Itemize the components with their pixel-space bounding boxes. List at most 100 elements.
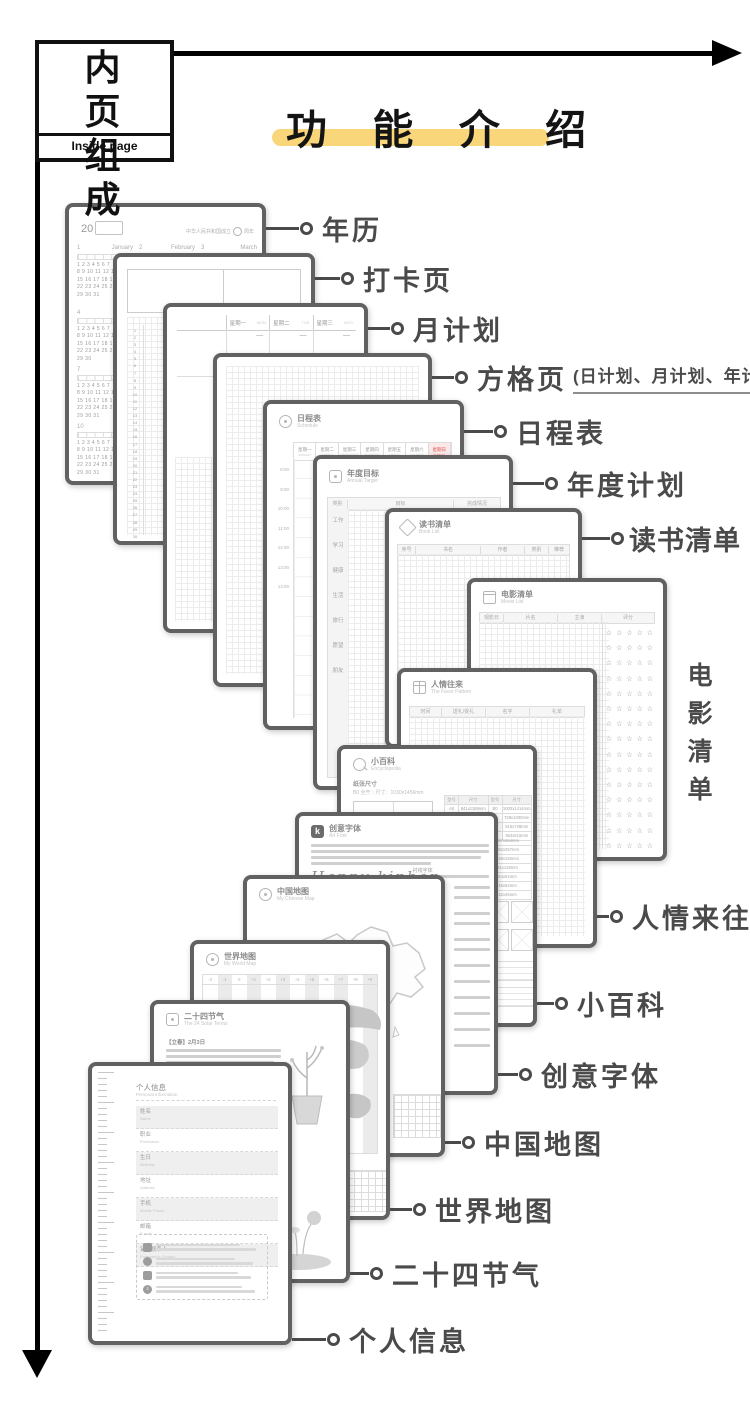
month-header-jan: 1 January [77,245,133,251]
plant-illustration [290,1045,324,1125]
callout-china-map: 中国地图 [445,1123,604,1162]
solarterms-subtitle: The 24 Solar Terms [184,1021,228,1027]
artfont-subtitle: Art Font [329,833,347,839]
callout-world-map: 世界地图 [390,1190,555,1229]
text-line-skeleton [454,922,490,925]
favor-title: 人情往来 [431,680,463,689]
text-line-skeleton [454,1044,490,1047]
callout-month-plan: 月计划 [368,309,503,348]
column-divider [143,325,144,535]
schedule-subtitle: Schedule [297,423,318,429]
encyclopedia-title: 小百科 [371,757,395,766]
month-header-mar: 3 March [201,245,257,251]
text-line-skeleton [454,980,490,983]
page-title: 功 能 介 绍 [286,107,604,153]
rating-column-divider [602,622,603,849]
grid-page-note: (日计划、月计划、年计划) [573,362,750,394]
artfont-icon: k [311,825,324,838]
text-line-skeleton [454,1028,490,1031]
worldmap-title: 世界地图 [224,952,256,961]
callout-book-list: 读书清单 [582,519,741,558]
callout-personal-info: 个人信息 [292,1320,469,1359]
text-line-skeleton [156,1242,261,1253]
connector-dot-icon [370,1267,383,1280]
worldmap-subtitle: My World Map [224,961,257,967]
year-fill-box [95,221,124,235]
book-cube-icon [398,518,417,537]
text-line-skeleton [454,996,490,999]
month-label-apr: 4 [77,310,81,316]
connector-dot-icon [555,997,568,1010]
chinamap-subtitle: My Chinese Map [277,896,315,902]
text-line-skeleton [311,844,489,847]
solarterms-title: 二十四节气 [184,1012,224,1021]
page-personal-info: 个人信息 Personal Information 姓名 Name 职业 Profe… [88,1062,292,1345]
connector-dot-icon [413,1203,426,1216]
connector-dot-icon [341,272,354,285]
paper-size-note: B0 全开｜尺寸：1030x1456mm [353,790,424,796]
connector-dot-icon [545,477,558,490]
chinamap-title: 中国地图 [277,887,309,896]
text-line-skeleton [411,875,489,878]
connector-dot-icon [462,1136,475,1149]
personal-title: 个人信息 [136,1083,166,1092]
timezone-divider [202,984,378,985]
globe-icon [206,953,219,966]
tiktok-icon: ♪ [143,1284,152,1294]
category-column: 工作 学习 健康 生活 旅行 愿望 朋友 [328,509,349,777]
magnifier-icon [353,758,368,771]
anniversary-circle [232,227,242,236]
connector-dot-icon [611,532,624,545]
badge-subtitle: Inside page [39,133,170,158]
annual-title: 年度目标 [347,469,379,478]
social-contact-box: ♪ [136,1234,268,1300]
text-line-skeleton [166,1055,281,1058]
weibo-icon [143,1256,152,1266]
favor-subtitle: The Favor Pattern [431,689,472,695]
text-line-skeleton [156,1284,261,1295]
text-line-skeleton [311,856,481,859]
connector-dot-icon [300,222,313,235]
connector-dot-icon [519,1068,532,1081]
text-line-skeleton [166,1049,281,1052]
text-line-skeleton [454,1012,490,1015]
bilibili-icon [143,1270,152,1280]
character-practice-box [511,901,533,923]
top-arrow-head-icon [712,40,742,66]
callout-encyclopedia: 小百科 [537,984,667,1023]
character-practice-box [511,929,533,951]
callout-grid-page: 方格页 (日计划、月计划、年计划) [432,358,750,397]
gift-icon [413,681,426,694]
text-line-skeleton [156,1270,261,1281]
text-line-skeleton [454,948,490,951]
encyclopedia-subtitle: Encyclopedia [371,766,401,772]
callout-solar-terms: 二十四节气 [350,1254,542,1293]
time-column: 8:00 9:00 10:00 11:00 12:00 13:00 14:00 [277,467,289,589]
callout-schedule: 日程表 [464,412,606,451]
favor-table-header: 时间 送礼/受礼 名字 礼单 [409,706,585,718]
month-header-feb: 2 February [139,245,195,251]
connector-dot-icon [455,371,468,384]
month-label-jul: 7 [77,367,81,373]
connector-dot-icon [610,910,623,923]
text-line-skeleton [454,912,490,915]
annual-subtitle: Annual Target [347,478,378,484]
text-line-skeleton [311,862,431,865]
prc-anniversary-note: 中华人民共和国成立 周年 [185,227,254,236]
ruler-large-ticks [98,1072,114,1335]
movielist-subtitle: Movie List [501,599,524,605]
top-arrow-line [172,51,714,56]
serif-font-bullet: ·衬线字体 [411,868,433,874]
artfont-title: 创意字体 [329,824,361,833]
connector-dot-icon [494,425,507,438]
text-line-skeleton [454,938,490,941]
callout-check-in: 打卡页 [315,259,453,298]
section-title: 功 能 介 绍 [272,96,604,156]
month-label-oct: 10 [77,424,84,430]
callout-art-font: 创意字体 [498,1055,661,1094]
movielist-title: 电影清单 [501,590,533,599]
clock-icon [279,415,292,428]
grid-patch [346,1170,386,1212]
callout-annual-plan: 年度计划 [513,464,687,503]
